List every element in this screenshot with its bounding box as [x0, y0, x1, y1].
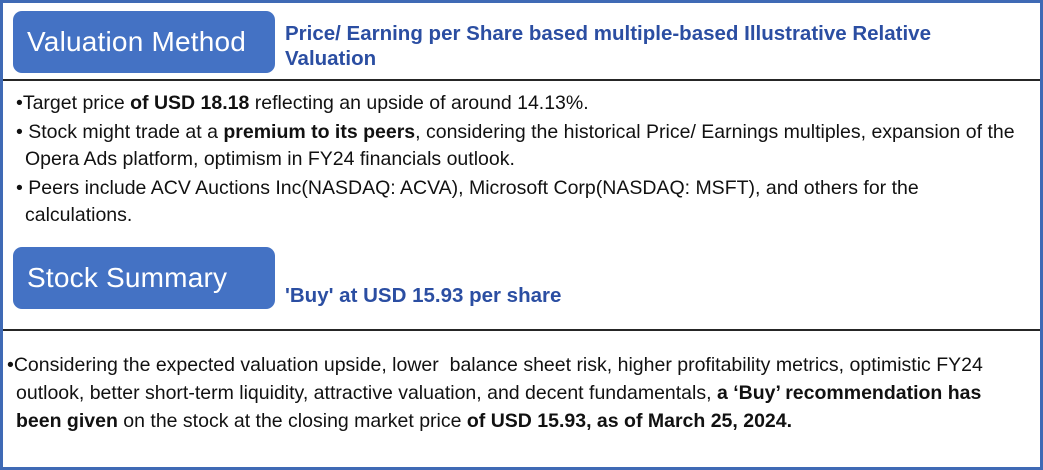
valuation-method-tab-label: Valuation Method — [27, 26, 247, 57]
text-segment: • Stock might trade at a — [16, 121, 224, 143]
text-segment-bold: of USD 15.93, as of March 25, 2024. — [466, 410, 793, 432]
valuation-subtitle: Price/ Earning per Share based multiple-… — [285, 22, 931, 70]
stock-summary-tab: Stock Summary — [13, 247, 275, 309]
text-segment-bold: premium to its peers — [223, 121, 416, 143]
text-segment: , considering the historical Price/ Earn… — [25, 121, 1020, 170]
text-segment-bold: a ‘Buy’ recommendation has been given — [16, 382, 987, 432]
summary-subtitle: 'Buy' at USD 15.93 per share — [285, 284, 562, 307]
valuation-method-section: Valuation Method Price/ Earning per Shar… — [3, 3, 1040, 229]
valuation-bullet-list: •Target price of USD 18.18 reflecting an… — [3, 81, 1040, 229]
summary-header-row: Stock Summary 'Buy' at USD 15.93 per sha… — [3, 231, 1040, 309]
text-segment: •Target price — [16, 92, 131, 114]
bullet-target-price: •Target price of USD 18.18 reflecting an… — [16, 90, 1026, 117]
divider-valuation — [3, 79, 1040, 81]
stock-summary-section: Stock Summary 'Buy' at USD 15.93 per sha… — [3, 231, 1040, 435]
bullet-peers-list: • Peers include ACV Auctions Inc(NASDAQ:… — [16, 175, 1026, 229]
text-segment: •Considering the expected valuation upsi… — [7, 354, 989, 404]
bullet-premium-peers: • Stock might trade at a premium to its … — [16, 119, 1026, 173]
text-segment-bold: of USD 18.18 — [130, 92, 250, 114]
valuation-method-tab: Valuation Method — [13, 11, 275, 73]
valuation-header-row: Valuation Method Price/ Earning per Shar… — [3, 3, 1040, 73]
stock-summary-tab-label: Stock Summary — [27, 262, 228, 293]
divider-summary — [3, 329, 1040, 331]
text-segment: • Peers include ACV Auctions Inc(NASDAQ:… — [16, 177, 925, 226]
summary-paragraph: •Considering the expected valuation upsi… — [3, 331, 1040, 435]
text-segment: reflecting an upside of around 14.13%. — [249, 92, 589, 114]
text-segment: on the stock at the closing market price — [117, 410, 467, 432]
